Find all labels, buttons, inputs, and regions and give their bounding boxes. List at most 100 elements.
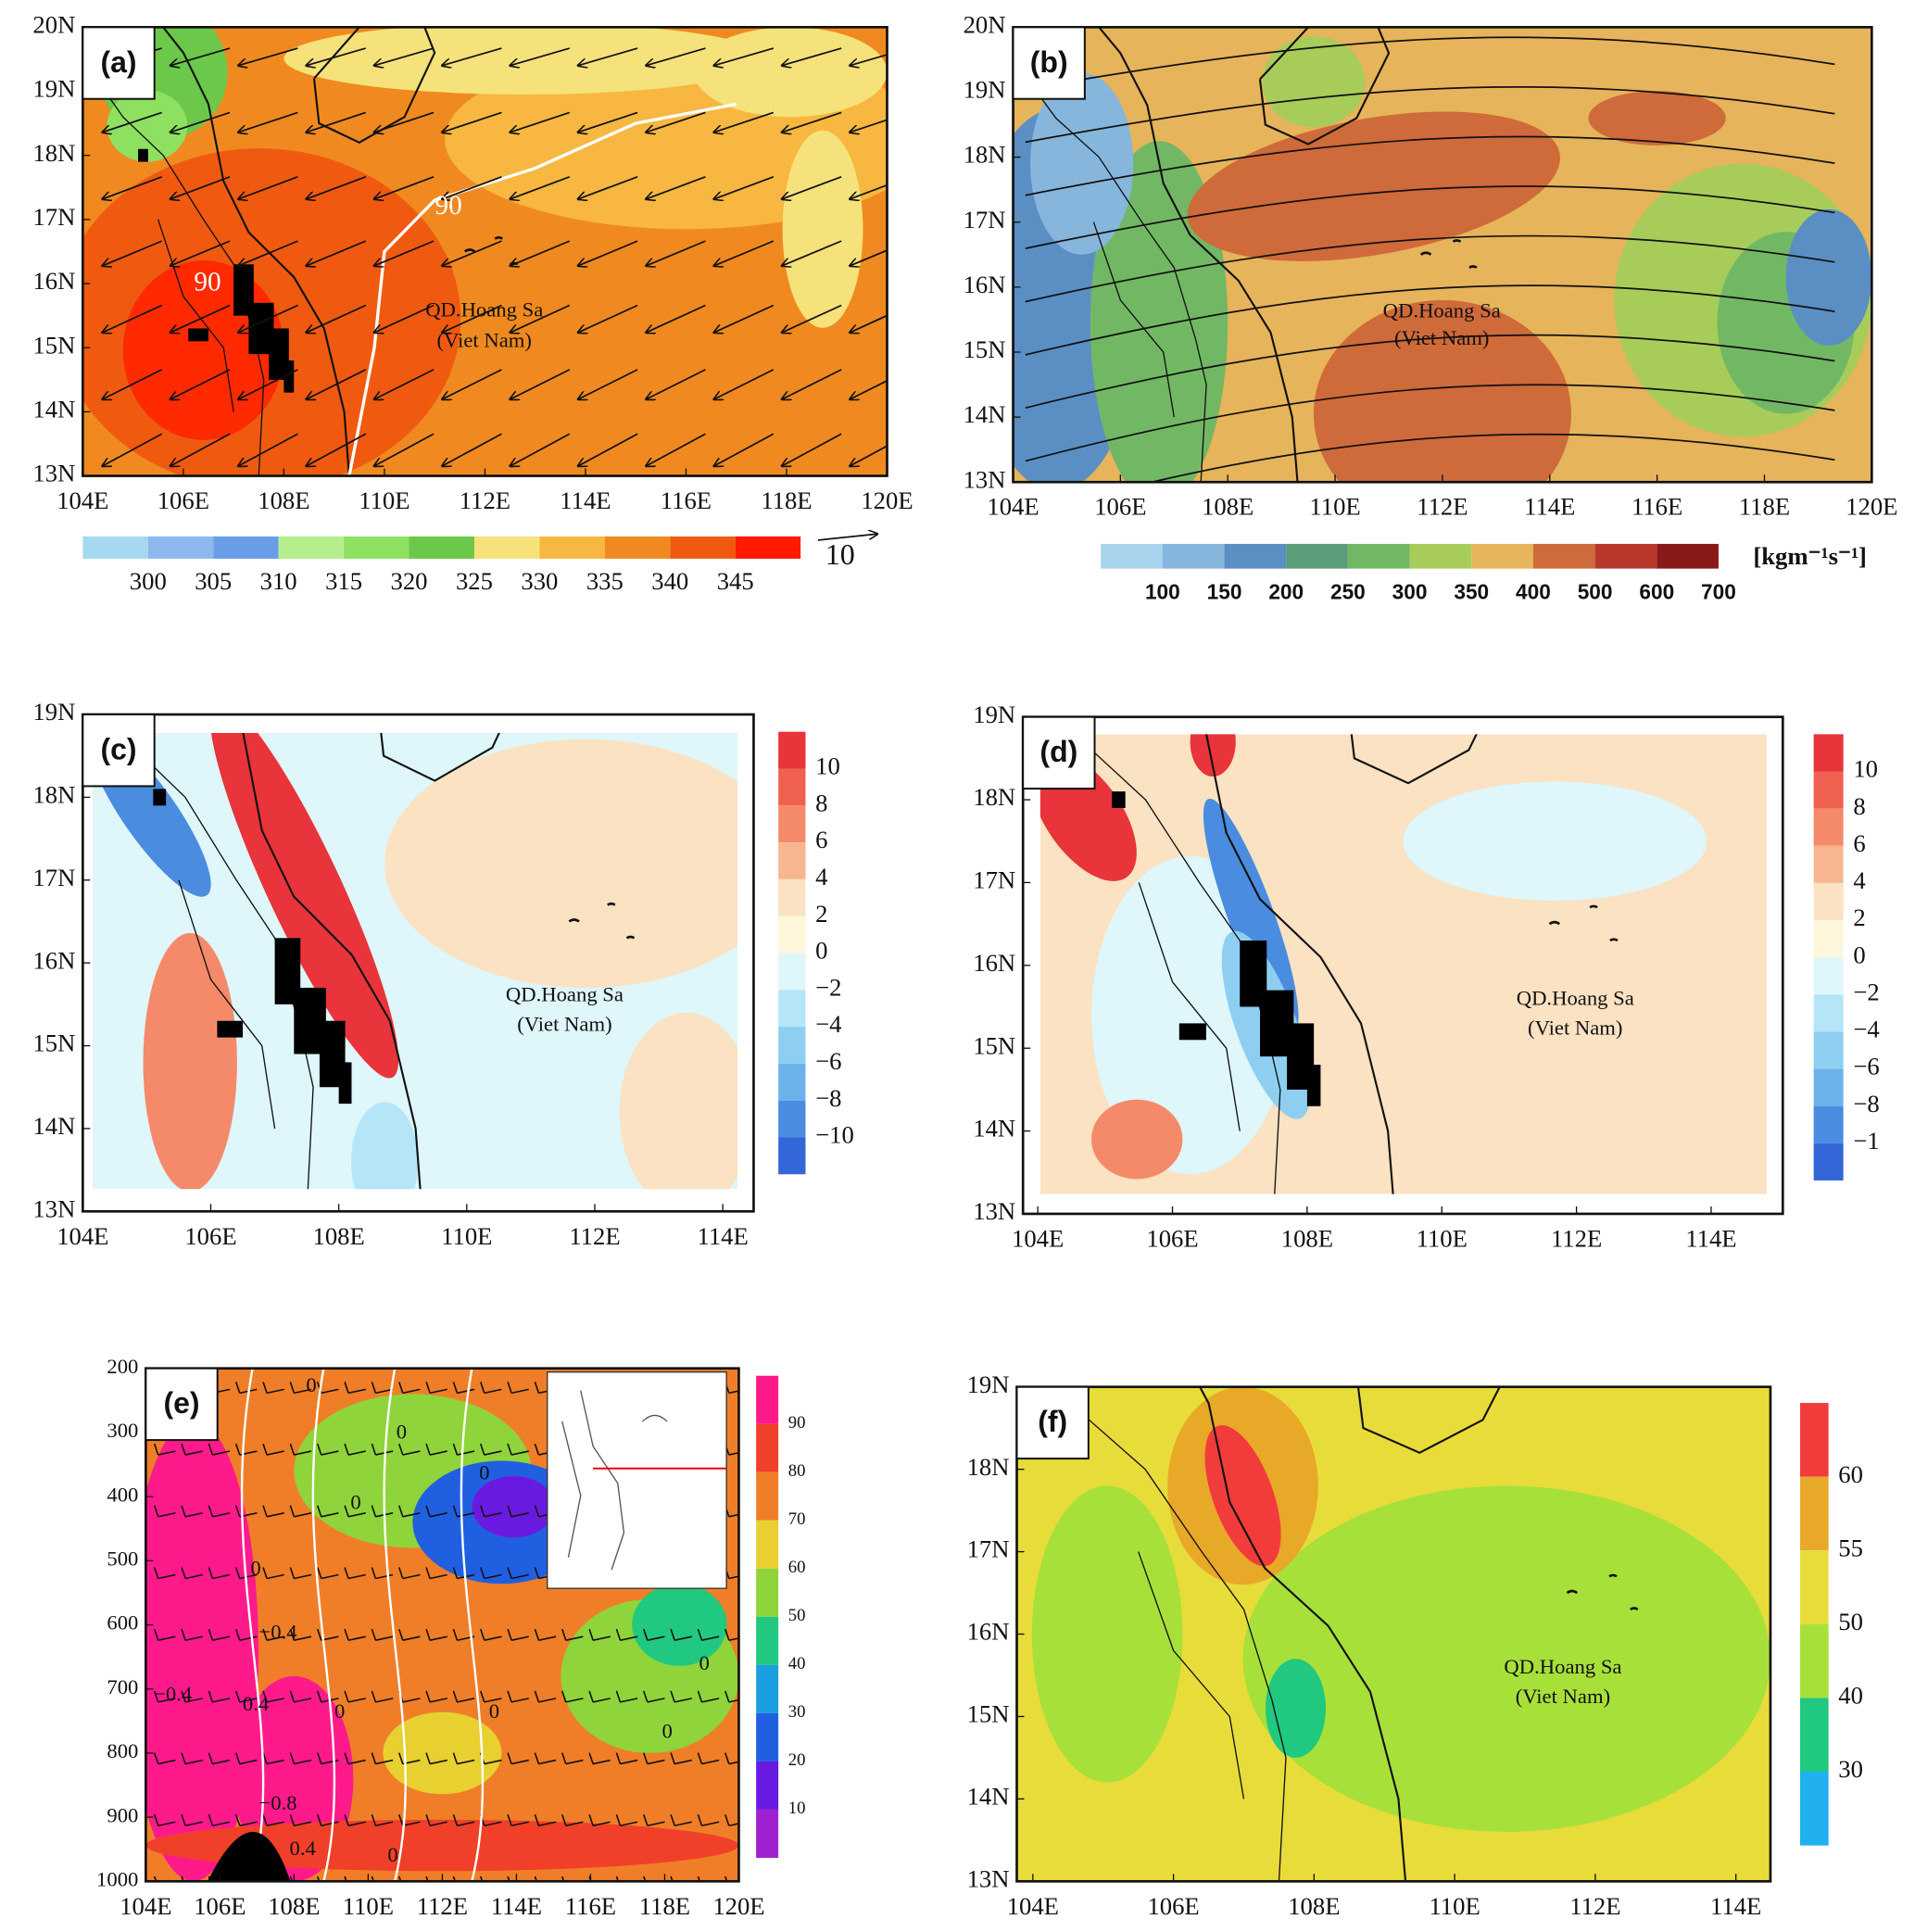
colorbar-swatch [1799, 1550, 1829, 1624]
x-tick-label: 106E [184, 1222, 236, 1250]
colorbar-label: 90 [788, 1413, 806, 1433]
y-tick-label: 400 [107, 1483, 138, 1506]
wind-barb [479, 1505, 502, 1518]
colorbar-swatch [539, 536, 605, 559]
wind-barb [479, 1690, 502, 1703]
panel-label-box [82, 26, 156, 100]
terrain-block [217, 1020, 244, 1038]
inset-map [547, 1371, 727, 1589]
colorbar-label: 320 [391, 567, 428, 595]
wind-barb [479, 1382, 502, 1395]
terrain-block [1178, 1023, 1206, 1041]
wind-vector [307, 47, 366, 66]
wind-barb [153, 1505, 176, 1518]
wind-barb [670, 1752, 692, 1765]
coastline [1258, 27, 1391, 145]
coastline [1356, 1386, 1501, 1455]
wind-barb [615, 1814, 638, 1827]
wind-barb [425, 1628, 447, 1641]
x-tick-label: 114E [1685, 1224, 1736, 1252]
place-label: (Viet Nam) [1516, 1685, 1610, 1708]
field-region [351, 1102, 419, 1190]
streamline [1025, 284, 1835, 356]
wind-barb [615, 1628, 638, 1641]
wind-barb [724, 1875, 728, 1882]
x-tick-label: 120E [712, 1892, 764, 1920]
panel: 104E 106E 108E 110E 112E 114E 116E 118E 120E 20N 1… [32, 10, 913, 595]
wind-barb [507, 1628, 529, 1641]
colorbar-swatch [778, 953, 806, 991]
contour-label: 0 [489, 1699, 499, 1723]
place-label: QD.Hoang Sa [1504, 1655, 1621, 1678]
coastline [1205, 734, 1394, 1194]
x-tick-label: 120E [861, 486, 913, 514]
wind-barb [425, 1382, 447, 1395]
wind-vector [714, 175, 775, 199]
wind-vector [850, 249, 888, 266]
wind-barb [561, 1752, 584, 1765]
x-tick-label: 106E [1094, 493, 1146, 521]
wind-vector [307, 175, 367, 199]
wind-vector [374, 175, 435, 199]
y-tick-label: 15N [964, 335, 1006, 363]
y-tick-label: 13N [32, 1194, 75, 1222]
wind-barb [561, 1628, 584, 1641]
colorbar-label: 150 [1207, 579, 1242, 603]
wind-barb [534, 1752, 557, 1765]
x-tick-label: 114E [1524, 493, 1575, 521]
colorbar-swatch [1101, 543, 1163, 569]
wind-barb [534, 1690, 557, 1703]
colorbar-label: 70 [788, 1509, 806, 1529]
colorbar-label: −1 [1853, 1127, 1879, 1155]
colorbar-label: 10 [788, 1799, 806, 1818]
wind-barb [344, 1628, 366, 1641]
reference-label: 10 [825, 537, 855, 571]
panel-label: (b) [1030, 45, 1068, 79]
field-region [1187, 111, 1560, 261]
colorbar-swatch [1471, 543, 1533, 569]
wind-barb [289, 1443, 312, 1456]
contour [347, 102, 737, 476]
y-tick-label: 200 [107, 1355, 138, 1378]
colorbar-swatch [1799, 1772, 1829, 1846]
colorbar-swatch [82, 536, 148, 559]
y-tick-label: 800 [107, 1739, 138, 1762]
field [1039, 734, 1767, 1194]
field-region [1204, 1425, 1281, 1567]
y-tick-label: 14N [967, 1782, 1010, 1810]
colorbar-swatch [409, 536, 474, 559]
colorbar-swatch [756, 1471, 779, 1521]
wind-vector [238, 304, 298, 332]
colorbar-label: −4 [815, 1010, 841, 1038]
wind-vector [850, 119, 888, 132]
wind-barb [289, 1382, 312, 1395]
wind-barb [153, 1443, 176, 1456]
place-label: (Viet Nam) [1528, 1016, 1622, 1039]
panel-label: (a) [100, 45, 136, 79]
colorbar-label: 10 [1853, 755, 1878, 783]
colorbar-swatch [1813, 845, 1844, 883]
colorbar-swatch [1813, 808, 1844, 846]
x-tick-label: 108E [1288, 1892, 1340, 1920]
contour [460, 1368, 485, 1882]
wind-vector [442, 175, 502, 199]
wind-vector [374, 47, 435, 66]
wind-vector [782, 175, 842, 199]
wind-vector [578, 47, 638, 66]
field-region [1090, 1099, 1183, 1180]
y-tick-label: 13N [967, 1864, 1010, 1892]
x-tick-label: 110E [1309, 493, 1360, 521]
wind-barb [507, 1875, 510, 1882]
x-tick-label: 116E [565, 1892, 616, 1920]
colorbar-label: 335 [586, 567, 624, 595]
place-label: QD.Hoang Sa [1517, 986, 1634, 1009]
wind-barb [397, 1382, 421, 1395]
x-tick-label: 106E [1146, 1224, 1198, 1252]
wind-vector [510, 47, 571, 66]
islands [1548, 904, 1619, 942]
wind-barb [507, 1690, 529, 1703]
wind-vector [646, 111, 706, 132]
wind-barb [371, 1690, 394, 1703]
wind-barb [344, 1814, 366, 1827]
